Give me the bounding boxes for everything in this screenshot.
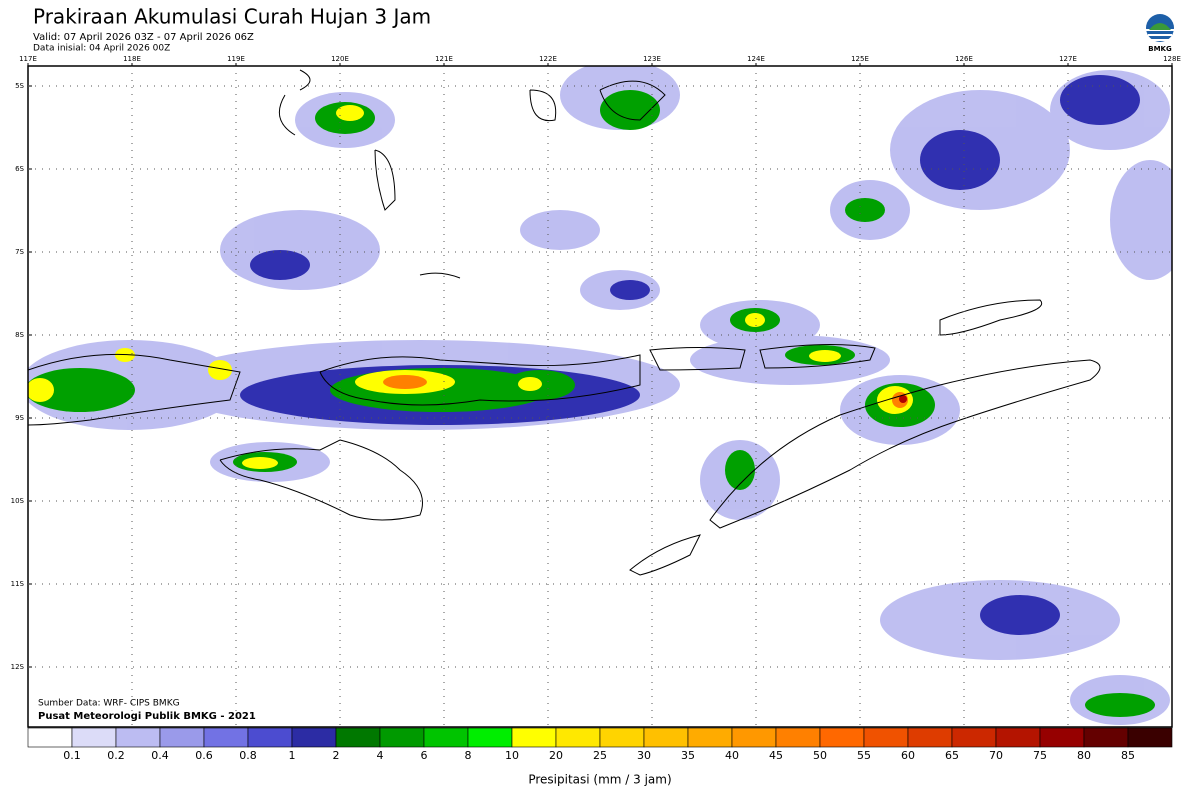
colorbar-label: 0.4 (151, 749, 169, 762)
colorbar-label: 1 (289, 749, 296, 762)
lon-label: 122E (539, 55, 557, 63)
lat-label: 9S (15, 414, 24, 422)
lon-label: 121E (435, 55, 453, 63)
colorbar-segment (995, 727, 1041, 748)
logo-text: BMKG (1148, 45, 1172, 53)
colorbar-segment (511, 727, 557, 748)
colorbar-label: 50 (813, 749, 827, 762)
colorbar-label: 0.1 (63, 749, 81, 762)
colorbar-label: 25 (593, 749, 607, 762)
colorbar-label: 80 (1077, 749, 1091, 762)
lat-label: 6S (15, 165, 24, 173)
colorbar-label: 40 (725, 749, 739, 762)
credit: Pusat Meteorologi Publik BMKG - 2021 (38, 711, 256, 722)
colorbar-label: 6 (421, 749, 428, 762)
lon-label: 125E (851, 55, 869, 63)
graticule: 117E 118E 119E 120E 121E 122E 123E 124E 125E 126E… (11, 55, 1181, 727)
colorbar-segment (71, 727, 117, 748)
colorbar-label: 35 (681, 749, 695, 762)
lon-label: 124E (747, 55, 765, 63)
lat-label: 10S (11, 497, 25, 505)
colorbar-segment (159, 727, 205, 748)
colorbar-label: 2 (333, 749, 340, 762)
lon-label: 119E (227, 55, 245, 63)
colorbar-label: 70 (989, 749, 1003, 762)
map-frame (27, 65, 1173, 728)
colorbar-segment (247, 727, 293, 748)
colorbar-segment (115, 727, 161, 748)
lat-label: 7S (15, 248, 24, 256)
colorbar-segment (687, 727, 733, 748)
valid-time: Valid: 07 April 2026 03Z - 07 April 2026… (33, 32, 254, 43)
coastlines (28, 69, 1101, 576)
colorbar-segment (27, 727, 73, 748)
colorbar-label: 75 (1033, 749, 1047, 762)
colorbar-segment (819, 727, 865, 748)
colorbar-label: 55 (857, 749, 871, 762)
colorbar-label: 8 (465, 749, 472, 762)
colorbar-label: 10 (505, 749, 519, 762)
colorbar-label: 4 (377, 749, 384, 762)
lat-label: 5S (15, 82, 24, 90)
lat-label: 11S (11, 580, 25, 588)
colorbar: 0.1 0.2 0.4 0.6 0.8 1 2 4 6 8 10 20 25 30 35 40 45 50 55 60… (27, 727, 1173, 762)
initial-time: Data inisial: 04 April 2026 00Z (33, 44, 170, 54)
colorbar-segment (863, 727, 909, 748)
colorbar-label: 20 (549, 749, 563, 762)
colorbar-label: 45 (769, 749, 783, 762)
logo: BMKG (1146, 14, 1174, 53)
source: Sumber Data: WRF- CIPS BMKG (38, 699, 180, 709)
lon-label: 120E (331, 55, 349, 63)
colorbar-label: 0.2 (107, 749, 125, 762)
colorbar-segment (203, 727, 249, 748)
colorbar-segment (555, 727, 601, 748)
colorbar-label: 0.6 (195, 749, 213, 762)
lon-label: 118E (123, 55, 141, 63)
colorbar-label: 0.8 (239, 749, 257, 762)
colorbar-segment (1039, 727, 1085, 748)
colorbar-segment (467, 727, 513, 748)
colorbar-segment (907, 727, 953, 748)
lon-label: 128E (1163, 55, 1181, 63)
colorbar-label: 60 (901, 749, 915, 762)
colorbar-segment (775, 727, 821, 748)
colorbar-segment (643, 727, 689, 748)
colorbar-segment (379, 727, 425, 748)
colorbar-label: 65 (945, 749, 959, 762)
lat-label: 8S (15, 331, 24, 339)
lon-label: 126E (955, 55, 973, 63)
colorbar-segment (291, 727, 337, 748)
colorbar-segment (1083, 727, 1129, 748)
lon-label: 123E (643, 55, 661, 63)
lon-label: 117E (19, 55, 37, 63)
title: Prakiraan Akumulasi Curah Hujan 3 Jam (33, 5, 431, 29)
lat-label: 12S (11, 663, 25, 671)
colorbar-segment (599, 727, 645, 748)
colorbar-segment (1127, 727, 1173, 748)
colorbar-label: 30 (637, 749, 651, 762)
colorbar-label: 85 (1121, 749, 1135, 762)
lon-label: 127E (1059, 55, 1077, 63)
colorbar-title: Presipitasi (mm / 3 jam) (528, 773, 671, 787)
colorbar-segment (951, 727, 997, 748)
colorbar-segment (423, 727, 469, 748)
colorbar-segment (731, 727, 777, 748)
colorbar-segment (335, 727, 381, 748)
